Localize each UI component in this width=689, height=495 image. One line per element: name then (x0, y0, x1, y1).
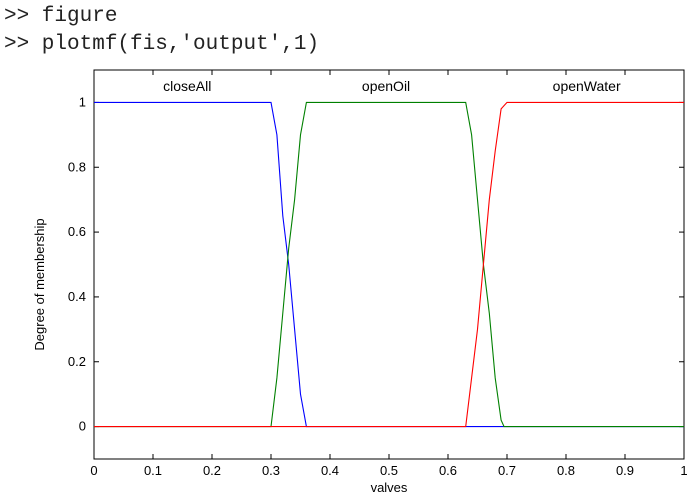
y-tick-label: 1 (79, 94, 86, 109)
mf-label-openOil: openOil (362, 78, 410, 94)
x-tick-label: 0.1 (144, 463, 162, 478)
y-tick-label: 0.4 (68, 289, 86, 304)
x-tick-label: 0.9 (616, 463, 634, 478)
x-tick-label: 0.7 (498, 463, 516, 478)
console-line-plotmf: >> plotmf(fis,'output',1) (4, 33, 320, 56)
series-line-openWater (94, 101, 684, 428)
mf-label-openWater: openWater (553, 78, 621, 94)
x-tick-label: 0.5 (380, 463, 398, 478)
console-line-figure: >> figure (4, 5, 118, 28)
x-tick-label: 1 (680, 463, 687, 478)
y-tick-label: 0.2 (68, 354, 86, 369)
x-tick-label: 0 (90, 463, 97, 478)
x-tick-label: 0.8 (557, 463, 575, 478)
y-tick-label: 0 (79, 419, 86, 434)
y-tick-label: 0.8 (68, 159, 86, 174)
plot-area (93, 69, 685, 460)
x-tick-label: 0.4 (321, 463, 339, 478)
x-axis-label: valves (371, 480, 408, 495)
x-tick-label: 0.3 (262, 463, 280, 478)
mf-label-closeAll: closeAll (163, 78, 211, 94)
y-axis-label: Degree of membership (32, 218, 47, 350)
y-tick-label: 0.6 (68, 224, 86, 239)
x-tick-label: 0.2 (203, 463, 221, 478)
x-tick-label: 0.6 (439, 463, 457, 478)
series-line-openOil (94, 101, 684, 428)
series-line-closeAll (94, 101, 684, 428)
